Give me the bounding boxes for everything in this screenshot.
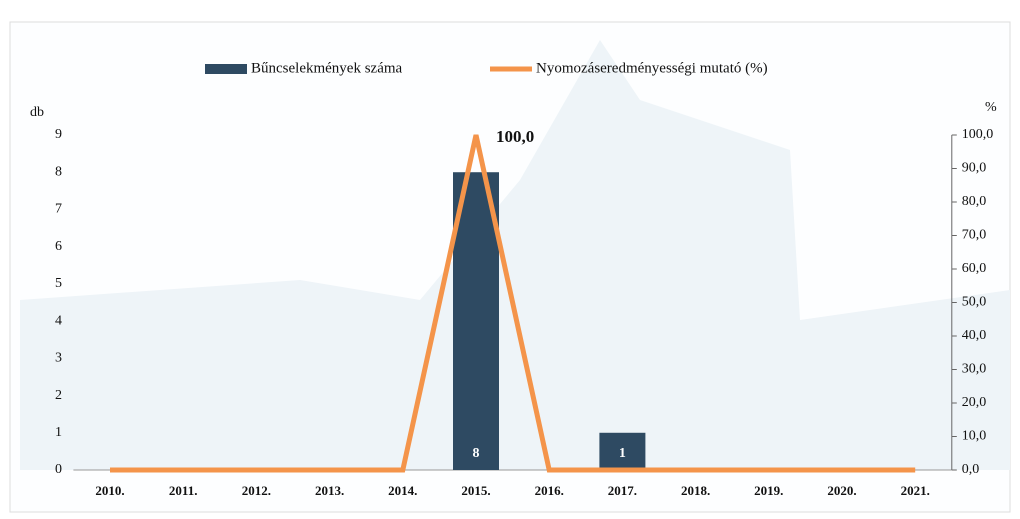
x-tick-label: 2019. xyxy=(754,483,783,498)
x-tick-label: 2017. xyxy=(608,483,637,498)
y2-tick-label: 70,0 xyxy=(962,228,987,243)
x-tick-label: 2020. xyxy=(827,483,856,498)
y2-axis-label: % xyxy=(985,100,997,115)
y-tick-label: 3 xyxy=(55,351,62,366)
x-tick-label: 2018. xyxy=(681,483,710,498)
bar-label: 1 xyxy=(619,446,626,461)
y2-tick-label: 60,0 xyxy=(962,261,987,276)
y-tick-label: 5 xyxy=(55,276,62,291)
bar xyxy=(599,432,646,470)
y2-tick-label: 50,0 xyxy=(962,295,987,310)
bar xyxy=(453,172,499,470)
y2-tick-label: 80,0 xyxy=(962,194,987,209)
y-tick-label: 4 xyxy=(55,313,62,328)
y-tick-label: 2 xyxy=(55,388,62,403)
x-tick-label: 2015. xyxy=(461,483,490,498)
background-image xyxy=(20,40,1010,470)
x-tick-label: 2016. xyxy=(535,483,564,498)
x-tick-label: 2013. xyxy=(315,483,344,498)
y-tick-label: 9 xyxy=(55,127,62,142)
x-tick-label: 2021. xyxy=(901,483,930,498)
x-tick-label: 2010. xyxy=(95,483,124,498)
y2-tick-label: 30,0 xyxy=(962,362,987,377)
x-tick-label: 2014. xyxy=(388,483,417,498)
y-tick-label: 8 xyxy=(55,164,62,179)
y-tick-label: 0 xyxy=(55,462,62,477)
y-axis-label: db xyxy=(30,105,44,120)
y2-tick-label: 100,0 xyxy=(962,127,994,142)
line-label: 100,0 xyxy=(496,127,534,146)
y2-tick-label: 10,0 xyxy=(962,429,987,444)
y-tick-label: 1 xyxy=(55,425,62,440)
legend-label: Nyomozáseredményességi mutató (%) xyxy=(536,60,768,76)
y2-tick-label: 90,0 xyxy=(962,161,987,176)
legend-label: Bűncselekmények száma xyxy=(251,60,403,76)
x-tick-label: 2011. xyxy=(169,483,198,498)
y2-tick-label: 20,0 xyxy=(962,395,987,410)
line xyxy=(110,134,916,473)
legend-swatch xyxy=(205,64,247,74)
y2-tick-label: 0,0 xyxy=(962,462,980,477)
y2-tick-label: 40,0 xyxy=(962,328,987,343)
y-tick-label: 7 xyxy=(55,202,62,217)
x-tick-label: 2012. xyxy=(242,483,271,498)
y-tick-label: 6 xyxy=(55,239,62,254)
bar-label: 8 xyxy=(473,446,480,461)
